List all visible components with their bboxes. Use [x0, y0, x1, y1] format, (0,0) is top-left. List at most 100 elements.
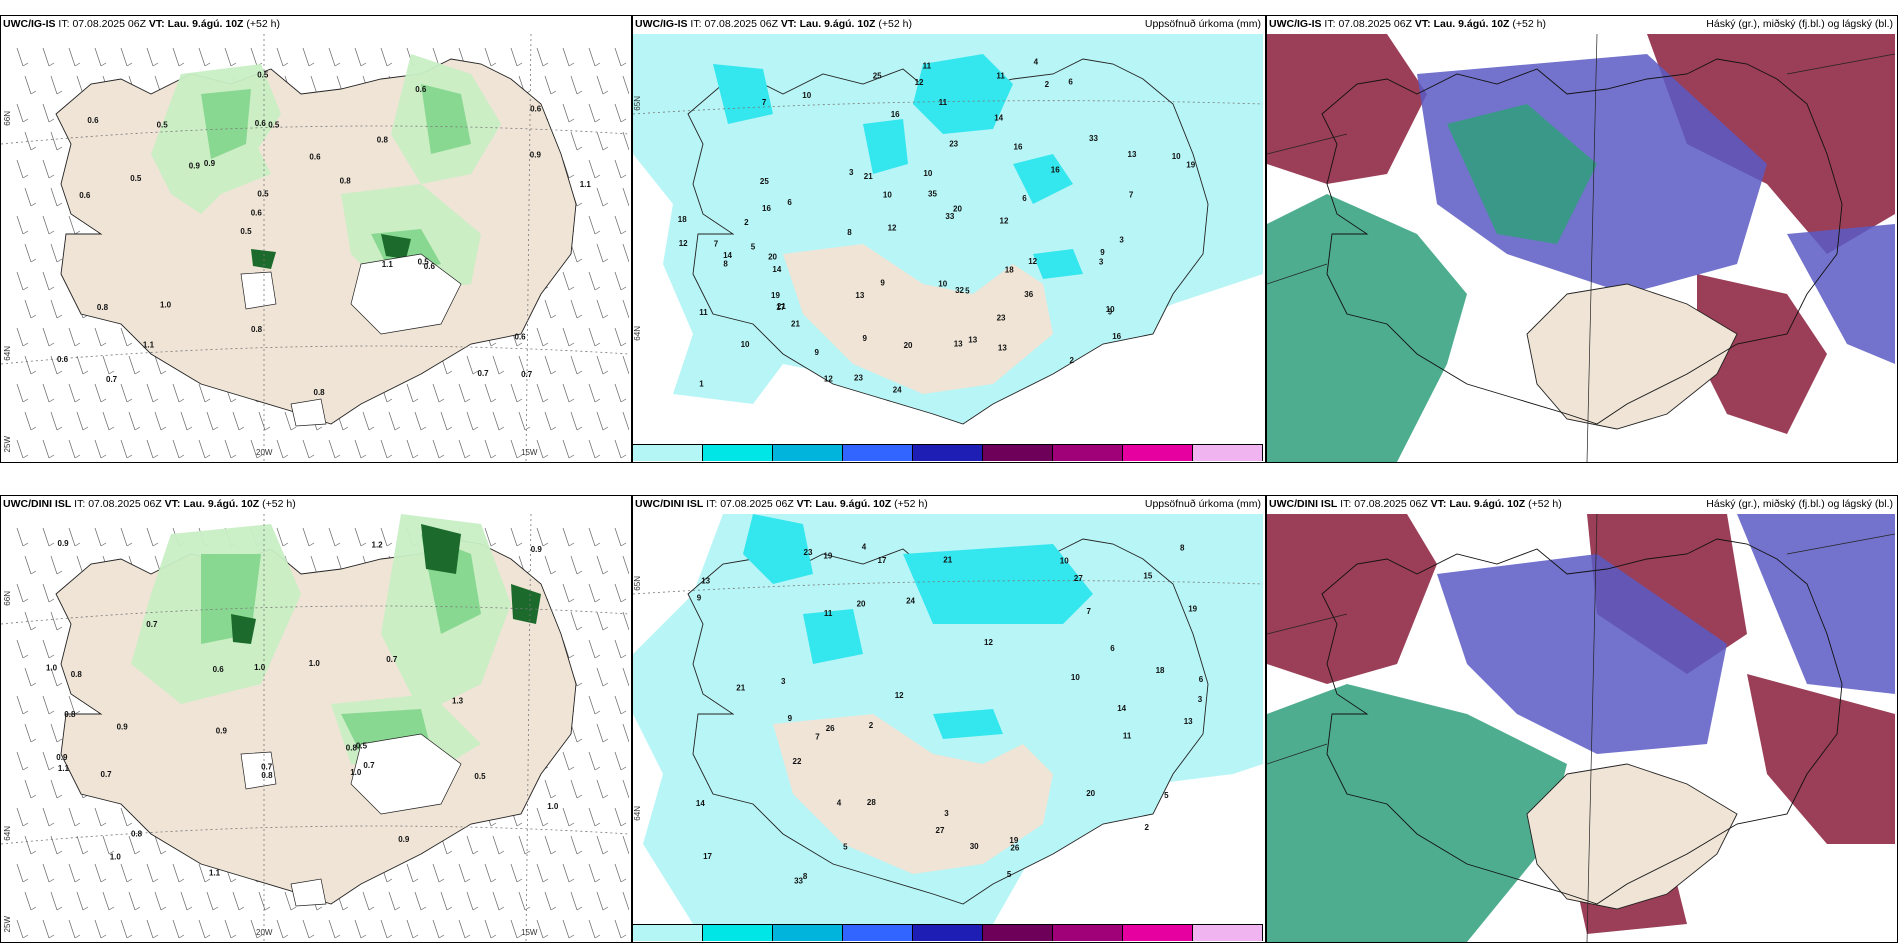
- value-label: 0.8: [314, 388, 326, 397]
- wind-barb: [42, 271, 55, 291]
- value-label: 1.0: [46, 663, 58, 672]
- wind-barb: [484, 439, 497, 459]
- wind-field-mid: [201, 84, 471, 274]
- value-label: 18: [1156, 666, 1165, 675]
- value-label: 17: [878, 556, 887, 565]
- value-label: 0.7: [478, 369, 490, 378]
- value-label: 1.3: [452, 696, 464, 705]
- wind-barb: [380, 47, 393, 67]
- dry-land: [773, 714, 1053, 874]
- colorbar-tick-label: 200: [1116, 462, 1129, 463]
- wind-barb: [588, 327, 601, 347]
- lon-line: [263, 34, 532, 462]
- precip-map: 1061033326142113167113633242516181723131…: [633, 34, 1263, 444]
- value-label: 1.0: [160, 301, 172, 310]
- value-label: 11: [923, 62, 932, 71]
- wind-barb: [50, 835, 63, 855]
- wind-barb: [120, 919, 133, 939]
- wind-barb: [614, 271, 627, 291]
- value-label: 16: [762, 204, 771, 213]
- colorbar-tick-label: 75: [909, 462, 918, 463]
- wind-barb: [146, 383, 159, 403]
- wind-barb: [198, 919, 211, 939]
- colorbar-swatch: [983, 445, 1053, 461]
- wind-barb: [16, 527, 29, 547]
- wind-barb: [24, 187, 37, 207]
- wind-barb: [102, 835, 115, 855]
- wind-barb: [362, 411, 375, 431]
- value-label: 14: [994, 113, 1003, 122]
- wind-barb: [50, 667, 63, 687]
- value-label: 13: [1184, 717, 1193, 726]
- value-label: 0.5: [240, 227, 252, 236]
- wind-barb: [302, 919, 315, 939]
- wind-barb: [42, 583, 55, 603]
- wind-barb: [518, 355, 531, 375]
- wind-barb: [622, 411, 629, 431]
- wind-barb: [42, 751, 55, 771]
- panel-ig-wind: UWC/IG-IS IT: 07.08.2025 06Z VT: Lau. 9.…: [0, 15, 632, 463]
- value-label: 0.5: [356, 742, 368, 751]
- it-label: IT:: [58, 18, 70, 30]
- wind-barb: [16, 807, 29, 827]
- value-label: 11: [699, 308, 708, 317]
- vt-label: VT:: [796, 498, 813, 510]
- value-label: 20: [953, 205, 962, 214]
- lon-label: 15W: [521, 448, 538, 457]
- wind-barb: [614, 439, 627, 459]
- value-label: 0.6: [79, 191, 91, 200]
- colorbar-tick-label: 50: [839, 942, 848, 943]
- wind-barb: [68, 383, 81, 403]
- wind-barb: [466, 835, 479, 855]
- wind-barb: [544, 299, 557, 319]
- value-label: 0.7: [363, 761, 375, 770]
- value-label: 17: [703, 852, 712, 861]
- wind-barb: [42, 327, 55, 347]
- value-label: 3: [1198, 695, 1203, 704]
- wind-barb: [362, 891, 375, 911]
- lon-label: 20W: [256, 448, 273, 457]
- value-label: 15: [1143, 572, 1152, 581]
- wind-barb: [614, 583, 627, 603]
- wind-barb: [562, 383, 575, 403]
- wind-barb: [458, 919, 471, 939]
- wind-barb: [614, 807, 627, 827]
- wind-barb: [622, 75, 629, 95]
- value-label: 26: [826, 724, 835, 733]
- wind-barb: [24, 779, 37, 799]
- value-label: 0.5: [474, 772, 486, 781]
- wind-barb: [614, 103, 627, 123]
- wind-barb: [284, 891, 297, 911]
- value-label: 8: [1180, 544, 1185, 553]
- vt-label: VT:: [1430, 498, 1447, 510]
- domain-border: [1267, 34, 1895, 462]
- wind-barb: [622, 555, 629, 575]
- lat-label: 65N: [633, 576, 642, 591]
- value-label: 8: [847, 228, 852, 237]
- wind-barb: [258, 891, 271, 911]
- wind-barb: [562, 863, 575, 883]
- it-value: 07.08.2025 06Z: [72, 18, 146, 30]
- lat-line: [633, 580, 1263, 595]
- precip-map: 1110863327301917189262028212213141526231…: [633, 514, 1263, 924]
- value-label: 0.8: [346, 743, 358, 752]
- domain-border: [1267, 514, 1895, 942]
- value-label: 17: [776, 303, 785, 312]
- value-label: 0.9: [398, 835, 410, 844]
- wind-barb: [622, 611, 629, 631]
- wind-barb: [518, 835, 531, 855]
- value-label: 0.7: [521, 370, 533, 379]
- it-value: 07.08.2025 06Z: [704, 18, 778, 30]
- wind-barb: [570, 555, 583, 575]
- value-label: 33: [794, 877, 803, 886]
- wind-barb: [172, 863, 185, 883]
- colorbar-tick-label: 1: [635, 942, 639, 943]
- wind-barb: [68, 863, 81, 883]
- value-label: 13: [954, 339, 963, 348]
- wind-barb: [50, 299, 63, 319]
- lon-label: 25W: [3, 436, 12, 453]
- value-label: 0.6: [530, 104, 542, 113]
- value-label: 0.8: [251, 325, 263, 334]
- value-label: 26: [1010, 843, 1019, 852]
- lead-time: (+52 h): [878, 18, 912, 30]
